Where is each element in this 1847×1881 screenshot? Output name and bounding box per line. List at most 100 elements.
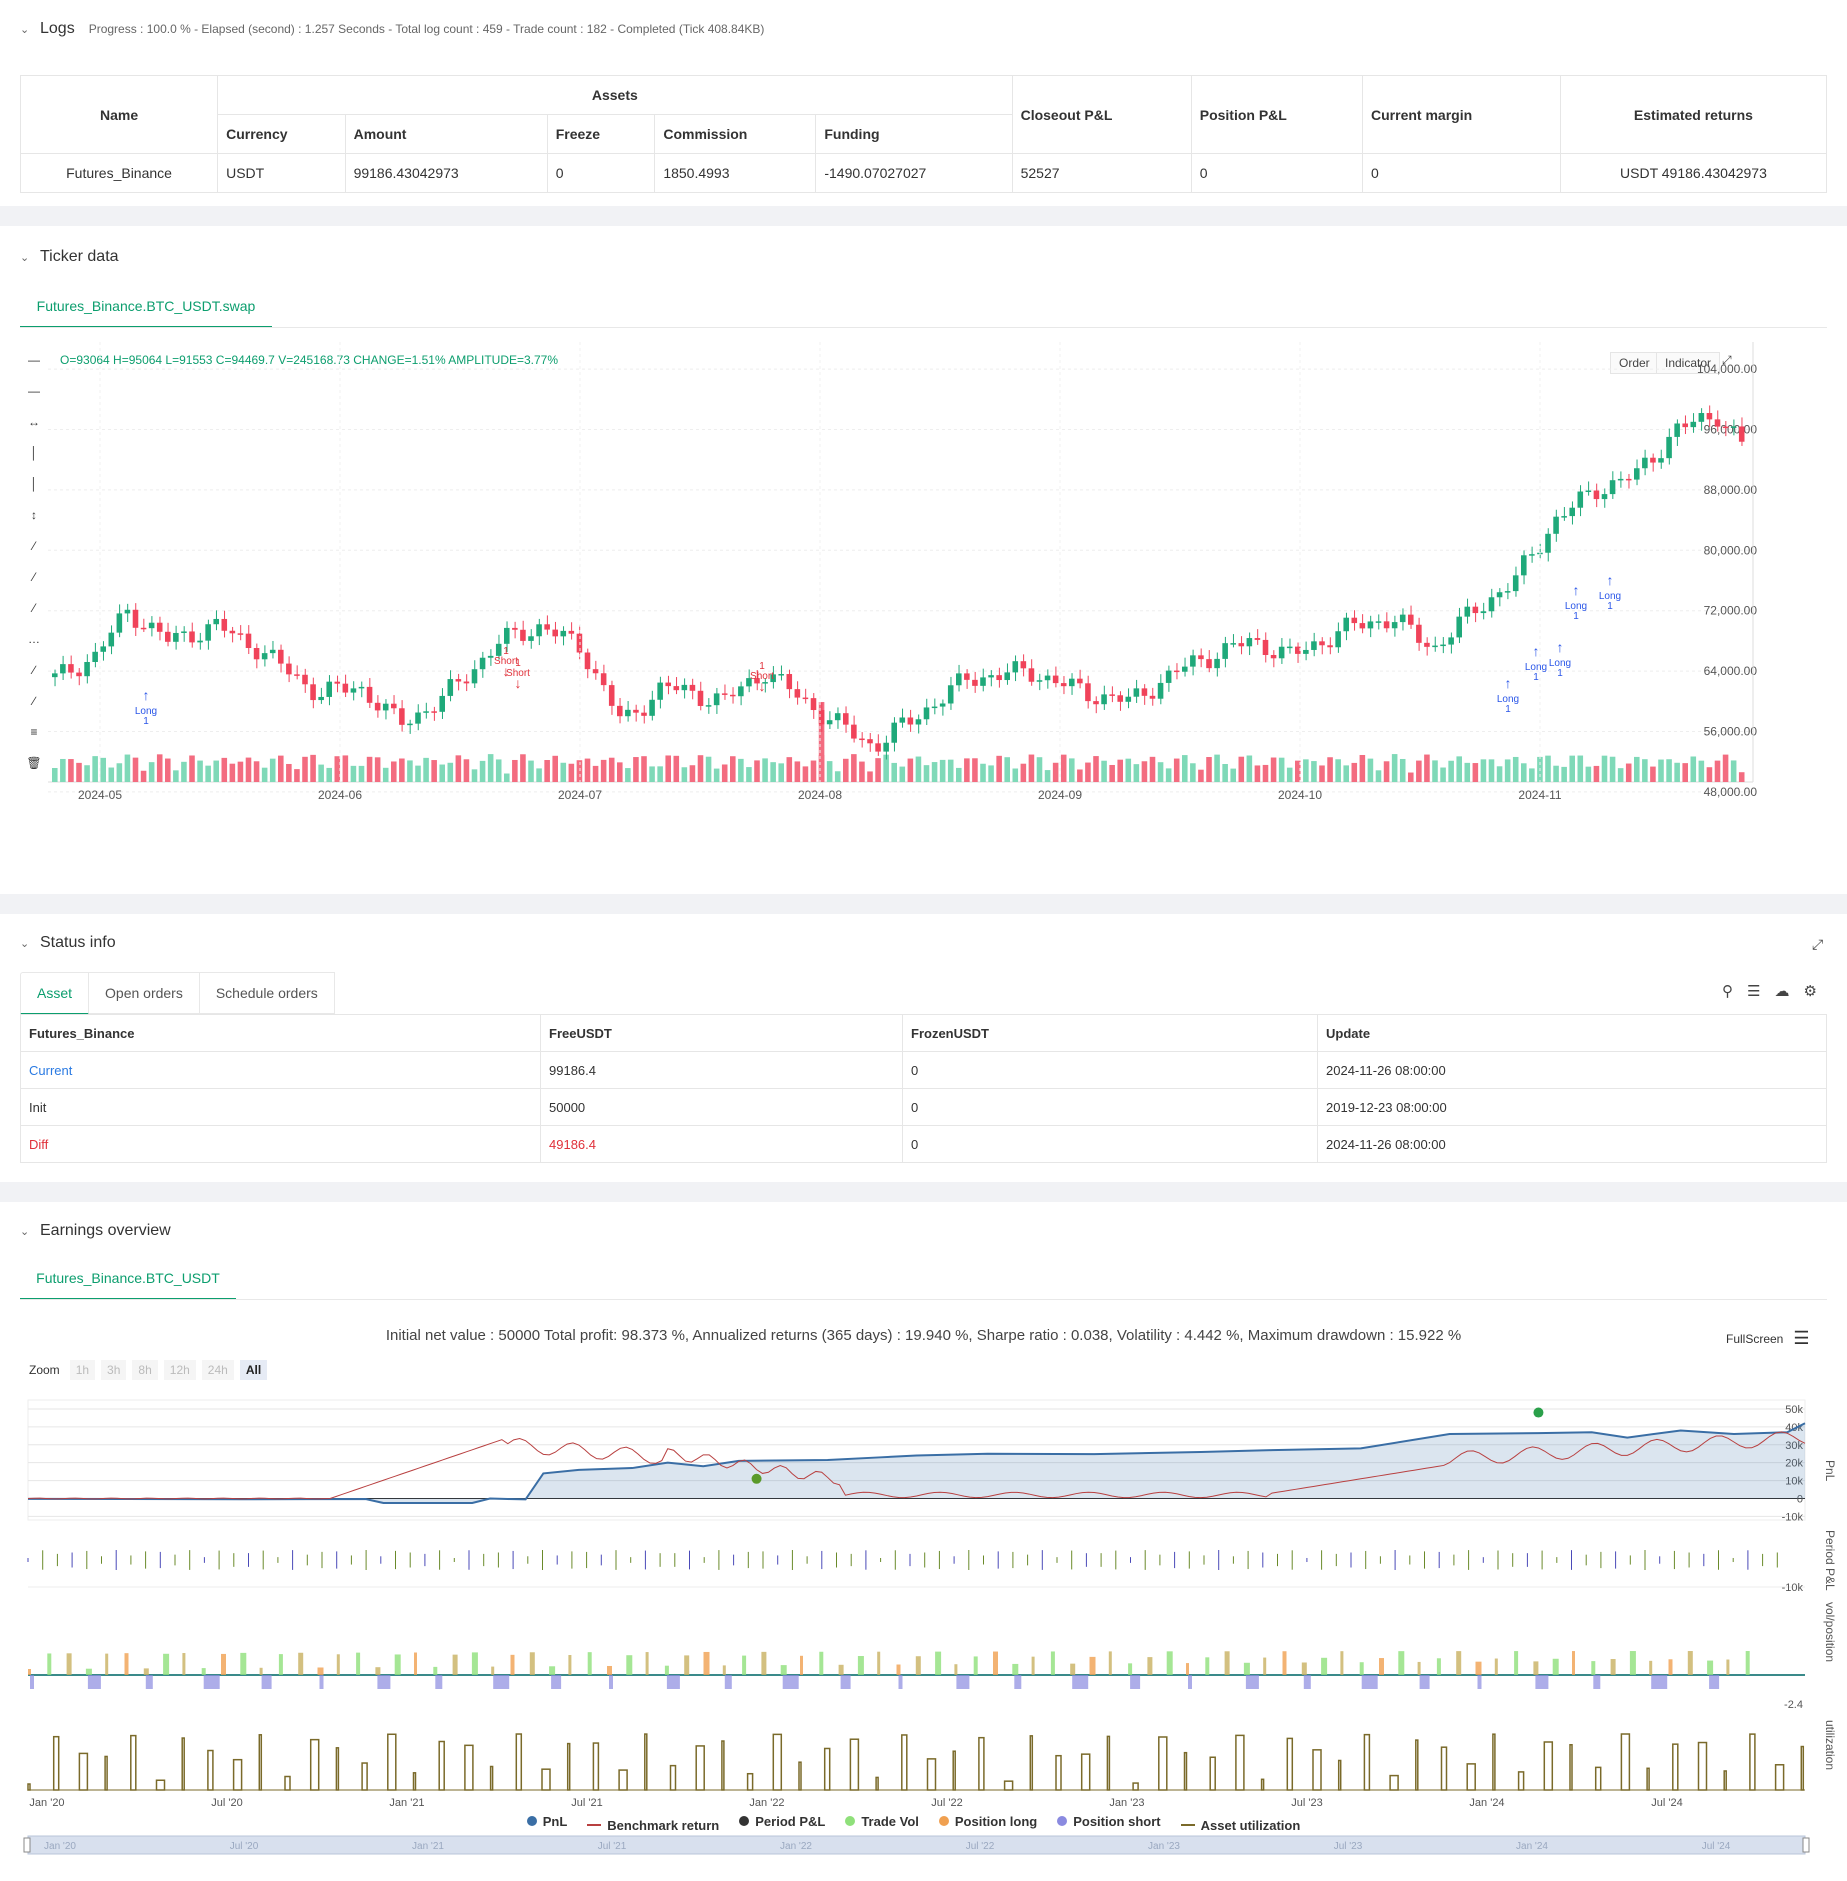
horizontal-line-icon[interactable]: —: [28, 353, 40, 367]
volume-bar: [237, 761, 244, 782]
trade-vol-bar: [1359, 1662, 1364, 1675]
candle-body: [972, 679, 978, 686]
fullscreen-button[interactable]: FullScreen ☰: [1726, 1328, 1810, 1349]
volume-bar: [1521, 763, 1527, 782]
trend-line-icon[interactable]: ⁄: [32, 539, 35, 553]
candle-body: [592, 669, 599, 674]
legend-item[interactable]: PnL: [526, 1814, 567, 1829]
candle-body: [528, 636, 534, 641]
volume-bar: [382, 767, 389, 782]
candle-body: [391, 703, 397, 709]
pnl-tick-label: 0: [1797, 1494, 1803, 1506]
trade-vol-bar: [201, 1668, 206, 1675]
extended-line-icon[interactable]: ↔: [28, 415, 40, 429]
tab-schedule-orders[interactable]: Schedule orders: [199, 972, 335, 1014]
candle-body: [431, 711, 437, 713]
candle-body: [1367, 621, 1374, 629]
zoom-3h-button[interactable]: 3h: [101, 1360, 127, 1380]
candle-body: [625, 709, 631, 717]
volume-bar: [1593, 765, 1600, 782]
candle-body: [834, 713, 841, 721]
volume-bar: [1496, 766, 1503, 782]
trash-icon[interactable]: 🗑: [26, 756, 42, 770]
trade-vol-bar: [66, 1653, 72, 1675]
tab-asset[interactable]: Asset: [20, 972, 90, 1015]
cloud-download-icon[interactable]: ☁: [1774, 983, 1790, 1000]
tab-ticker-symbol[interactable]: Futures_Binance.BTC_USDT.swap: [20, 286, 272, 328]
volume-bar: [931, 762, 938, 782]
logs-table: Name Assets Closeout P&L Position P&L Cu…: [19, 75, 1828, 193]
zoom-1h-button[interactable]: 1h: [69, 1360, 96, 1380]
candle-body: [1214, 658, 1220, 669]
legend-item[interactable]: Trade Vol: [845, 1814, 919, 1829]
trade-vol-bar: [1070, 1663, 1076, 1675]
order-button[interactable]: Order: [1610, 352, 1659, 374]
ray-line-icon[interactable]: ⁄: [32, 570, 35, 584]
fib-icon[interactable]: ∕: [32, 694, 35, 708]
zoom-8h-button[interactable]: 8h: [132, 1360, 158, 1380]
legend-item[interactable]: Position long: [938, 1814, 1037, 1829]
collapse-icon[interactable]: ⤢: [1812, 936, 1824, 952]
ticker-header[interactable]: ⌄ Ticker data: [20, 248, 119, 266]
zoom-all-button[interactable]: All: [239, 1360, 268, 1380]
position-short-bar: [377, 1675, 391, 1689]
chevron-down-icon[interactable]: ⌄: [20, 938, 30, 950]
zoom-12h-button[interactable]: 12h: [163, 1360, 196, 1380]
segment-icon[interactable]: ⁄: [32, 601, 35, 615]
candle-body: [1658, 458, 1664, 463]
tab-earnings-symbol[interactable]: Futures_Binance.BTC_USDT: [20, 1258, 236, 1300]
trade-vol-bar: [1533, 1661, 1539, 1675]
candle-body: [350, 688, 357, 693]
volume-bar: [649, 766, 655, 782]
candle-body: [1399, 614, 1406, 623]
menu-icon[interactable]: ☰: [1793, 1328, 1810, 1348]
gear-icon[interactable]: ⚙: [1803, 983, 1817, 1000]
candle-body: [108, 632, 115, 647]
volume-bar: [1440, 767, 1446, 782]
volume-bar: [1609, 756, 1616, 782]
cell-closeout: 52527: [1011, 153, 1192, 193]
legend-item[interactable]: Asset utilization: [1180, 1818, 1300, 1833]
list-icon[interactable]: ☰: [1747, 983, 1761, 1000]
volume-bar: [560, 762, 567, 782]
volume-bar: [1391, 754, 1398, 782]
earnings-header[interactable]: ⌄ Earnings overview: [20, 1222, 171, 1240]
candle-body: [1351, 617, 1358, 624]
position-short-bar: [1477, 1675, 1482, 1689]
zoom-24h-button[interactable]: 24h: [201, 1360, 234, 1380]
col-funding: Funding: [815, 114, 1013, 154]
trade-vol-bar: [1572, 1651, 1575, 1675]
expand-icon[interactable]: ⤢: [1722, 353, 1732, 367]
util-bar: [1672, 1743, 1679, 1791]
vertical-segment-icon[interactable]: ↕: [31, 508, 37, 522]
status-header[interactable]: ⌄ Status info: [20, 934, 116, 952]
period-axis-label: Period P&L: [1823, 1530, 1837, 1591]
logs-title: Logs: [40, 20, 75, 37]
chevron-down-icon[interactable]: ⌄: [20, 24, 30, 36]
candle-body: [310, 684, 316, 701]
position-short-bar: [1419, 1675, 1430, 1689]
trade-vol-bar: [703, 1651, 710, 1675]
vertical-ray-icon[interactable]: │: [30, 477, 38, 491]
price-channel-icon[interactable]: ≡: [30, 725, 38, 739]
legend-item[interactable]: Period P&L: [739, 1814, 825, 1829]
chevron-down-icon[interactable]: ⌄: [20, 1226, 30, 1238]
candle-body: [1480, 611, 1487, 614]
search-icon[interactable]: ⚲: [1722, 983, 1733, 1000]
volume-bar: [116, 763, 123, 782]
candle-body: [1093, 701, 1099, 705]
chevron-down-icon[interactable]: ⌄: [20, 252, 30, 264]
x-tick-label: Jul '22: [931, 1797, 962, 1809]
price-line-icon[interactable]: …: [28, 632, 40, 646]
vertical-line-icon[interactable]: │: [30, 446, 38, 460]
indicator-button[interactable]: Indicator: [1656, 352, 1721, 374]
volume-bar: [1020, 763, 1027, 782]
candle-body: [673, 686, 680, 691]
legend-item[interactable]: Benchmark return: [587, 1818, 719, 1833]
tab-open-orders[interactable]: Open orders: [89, 972, 200, 1014]
volume-bar: [1601, 755, 1608, 782]
parallel-channel-icon[interactable]: ∕: [32, 663, 35, 677]
horizontal-ray-icon[interactable]: —: [28, 384, 40, 398]
logs-header[interactable]: ⌄ Logs Progress : 100.0 % - Elapsed (sec…: [20, 20, 764, 38]
legend-item[interactable]: Position short: [1057, 1814, 1161, 1829]
